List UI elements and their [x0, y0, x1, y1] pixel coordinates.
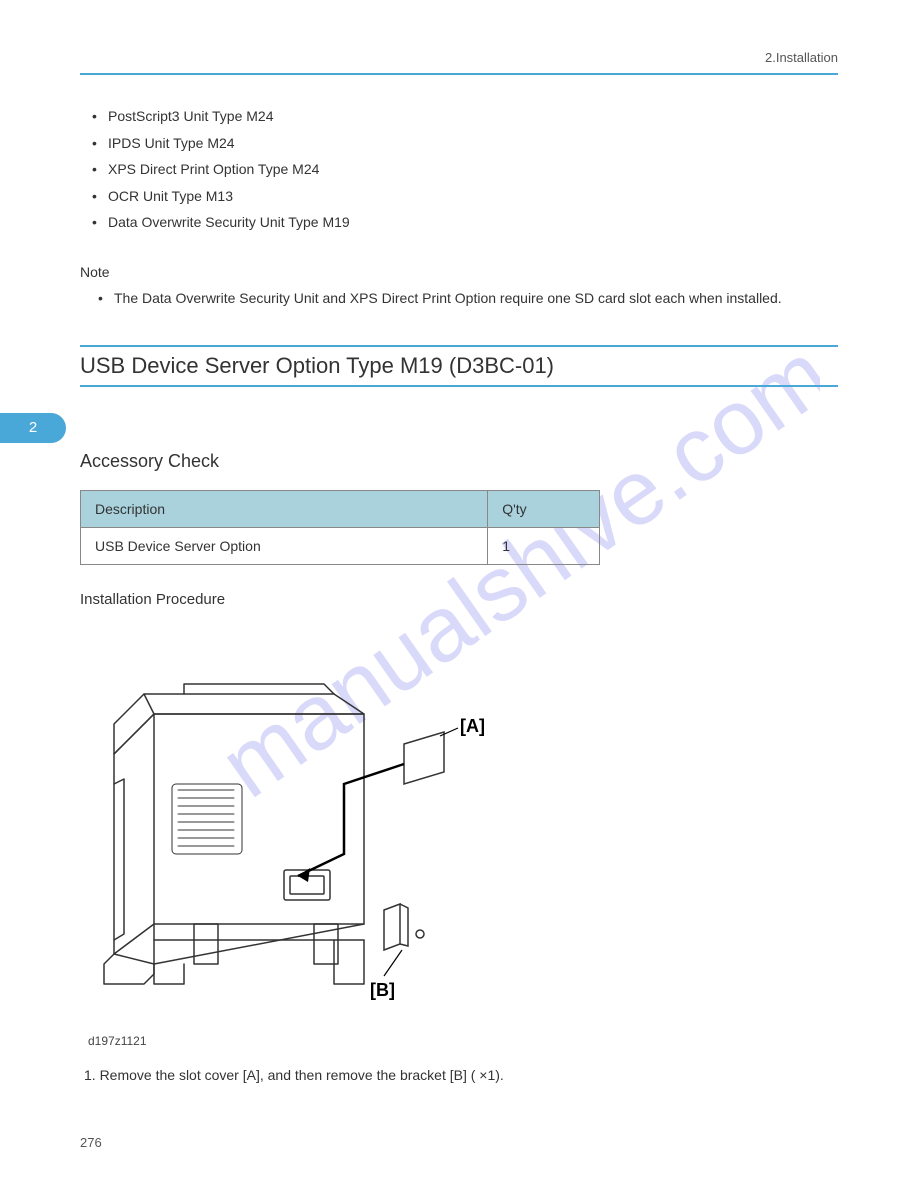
intro-item: IPDS Unit Type M24: [92, 130, 838, 157]
subheading-accessory: Accessory Check: [80, 451, 838, 472]
figure-caption: d197z1121: [88, 1034, 838, 1048]
section-title: USB Device Server Option Type M19 (D3BC-…: [80, 345, 838, 387]
table-row: USB Device Server Option 1: [81, 528, 600, 565]
chapter-tab: 2: [0, 413, 66, 443]
intro-item: PostScript3 Unit Type M24: [92, 103, 838, 130]
figure-label-a: [A]: [460, 716, 485, 736]
page: 2.Installation PostScript3 Unit Type M24…: [0, 0, 918, 1188]
running-header: 2.Installation: [80, 50, 838, 65]
tab-row: 2: [80, 413, 838, 443]
accessory-table: Description Q'ty USB Device Server Optio…: [80, 490, 600, 565]
col-qty: Q'ty: [488, 491, 600, 528]
figure: [A] [B]: [84, 624, 514, 1024]
col-description: Description: [81, 491, 488, 528]
cell-description: USB Device Server Option: [81, 528, 488, 565]
note-item: The Data Overwrite Security Unit and XPS…: [98, 286, 838, 311]
header-rule: [80, 73, 838, 75]
figure-label-b: [B]: [370, 980, 395, 1000]
page-number: 276: [80, 1135, 102, 1150]
intro-item: Data Overwrite Security Unit Type M19: [92, 209, 838, 236]
note-list: The Data Overwrite Security Unit and XPS…: [98, 286, 838, 311]
note-label: Note: [80, 264, 838, 280]
intro-item: XPS Direct Print Option Type M24: [92, 156, 838, 183]
table-header-row: Description Q'ty: [81, 491, 600, 528]
subheading-install: Installation Procedure: [80, 591, 838, 608]
intro-item: OCR Unit Type M13: [92, 183, 838, 210]
intro-list: PostScript3 Unit Type M24 IPDS Unit Type…: [92, 103, 838, 236]
cell-qty: 1: [488, 528, 600, 565]
step-1: 1. Remove the slot cover [A], and then r…: [84, 1064, 838, 1088]
